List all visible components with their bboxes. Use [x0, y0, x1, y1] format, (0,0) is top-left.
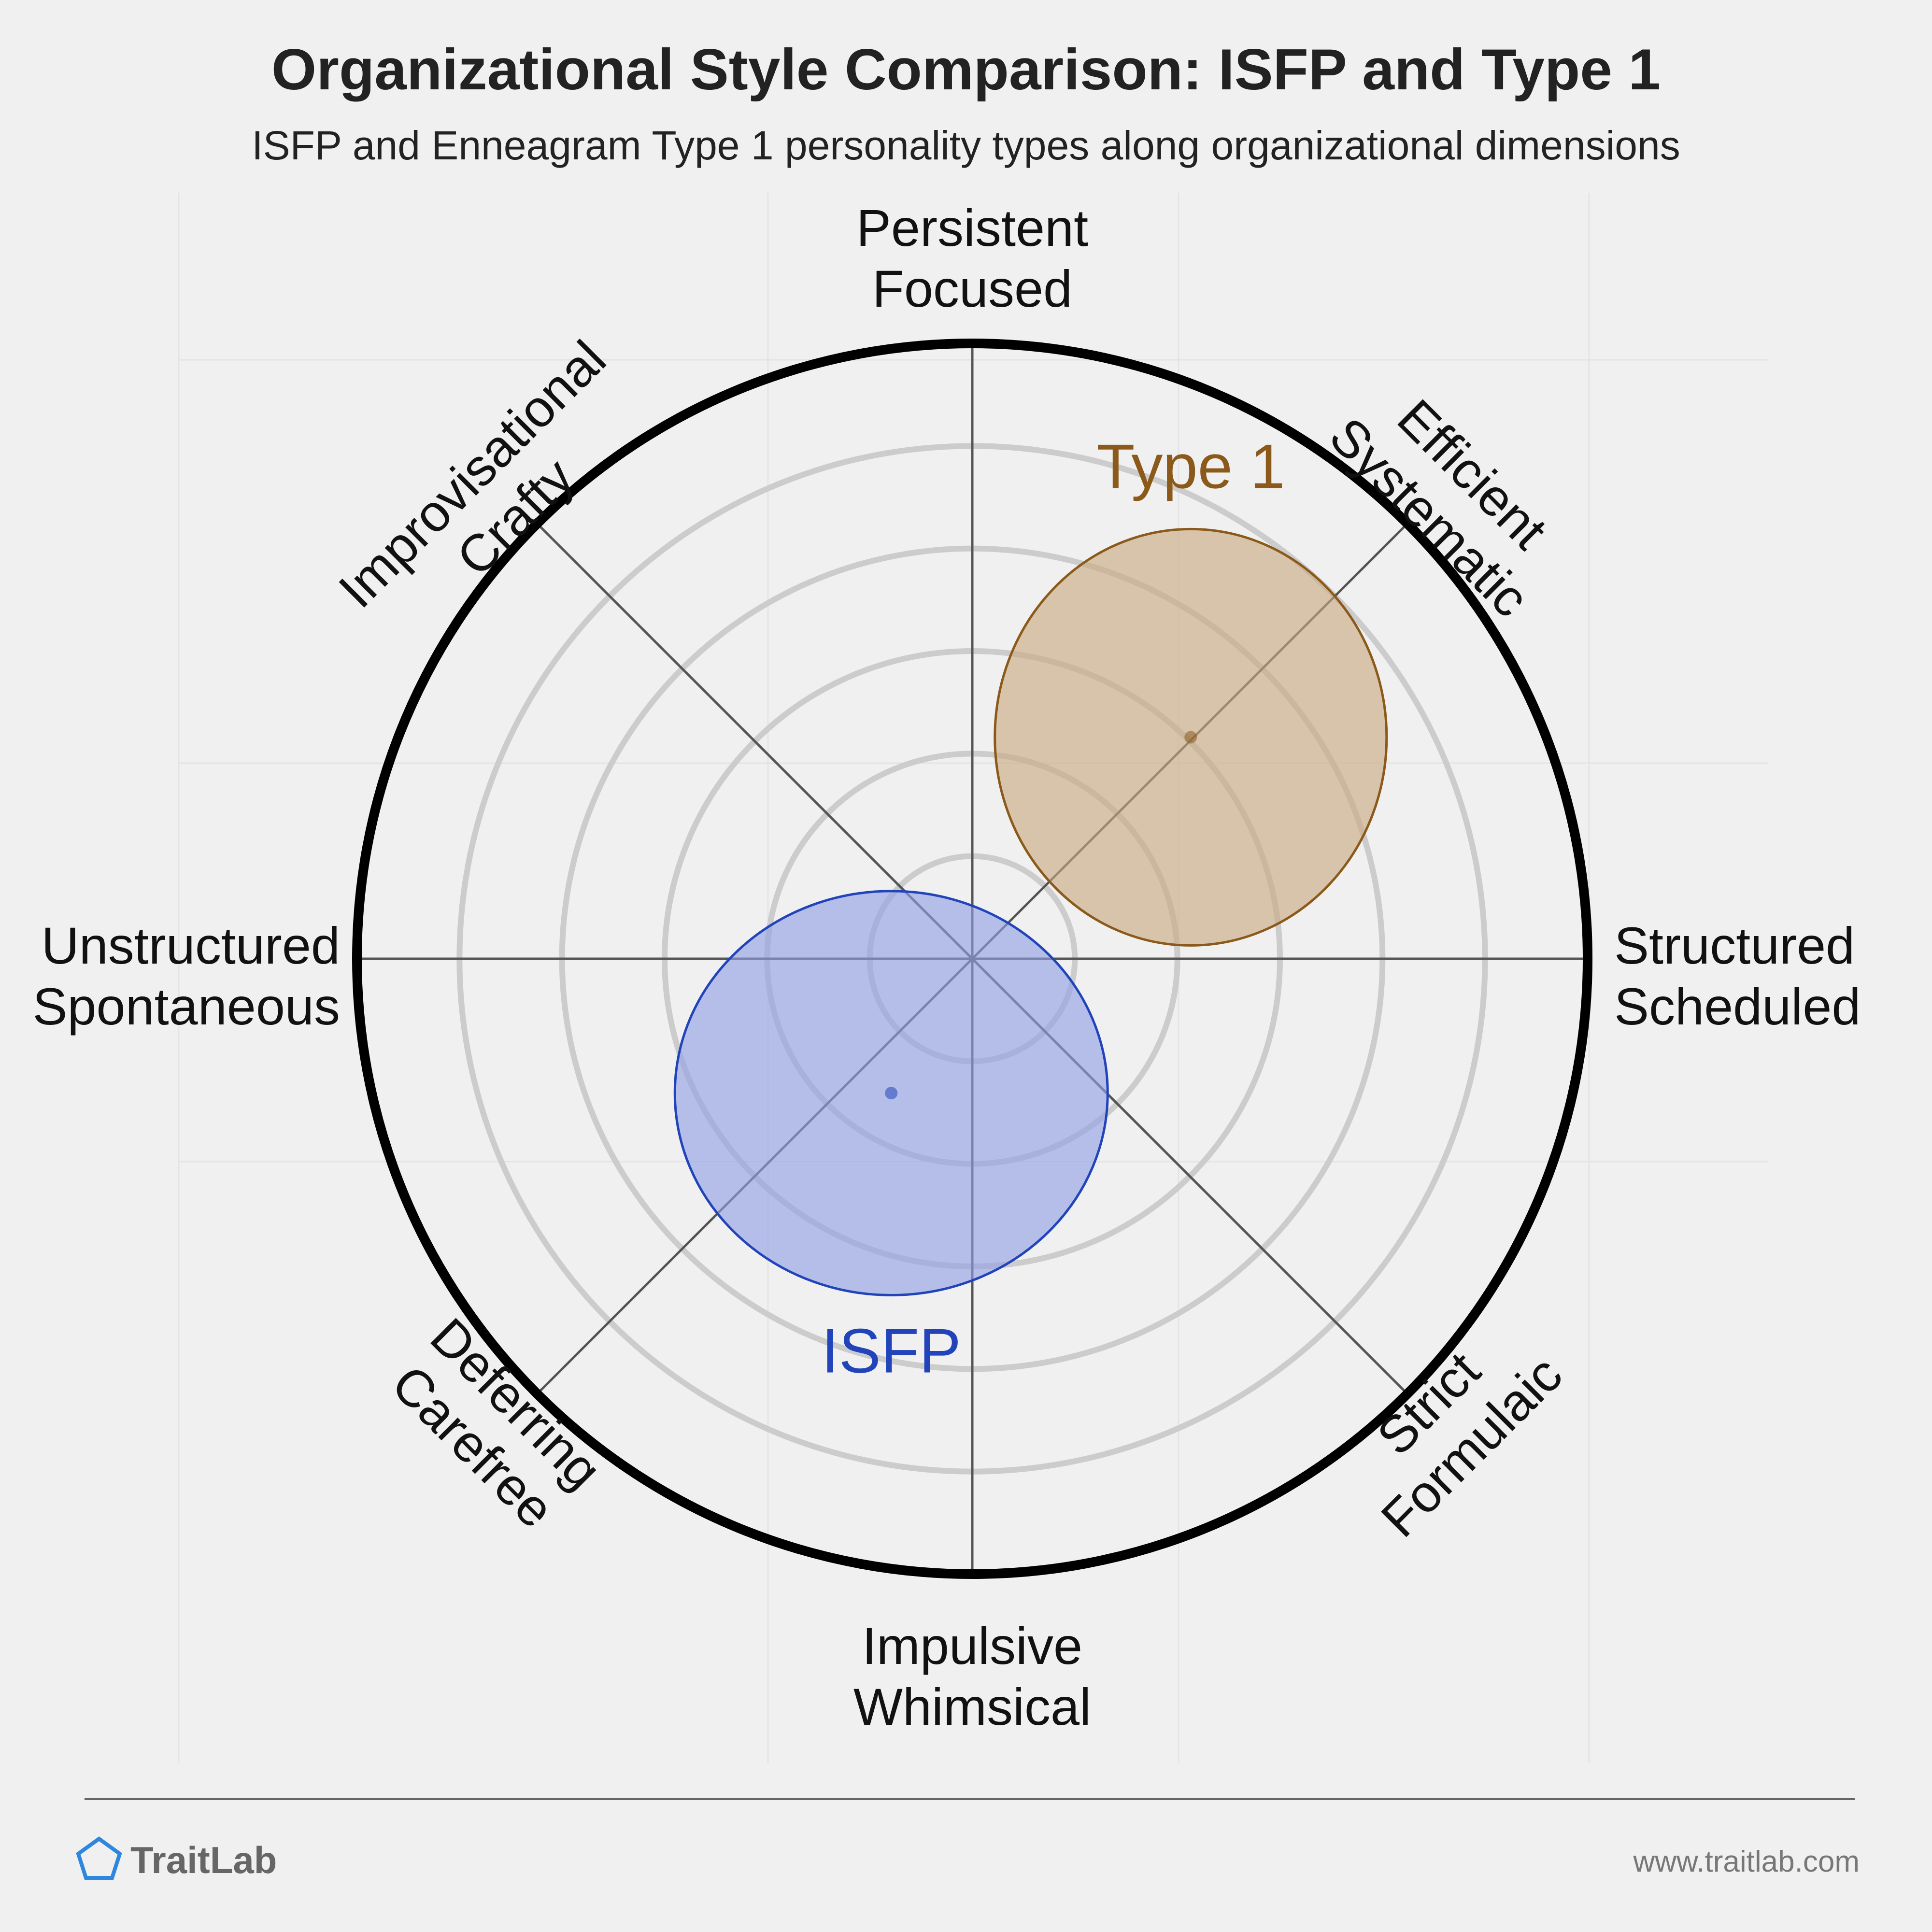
- series-isfp-center-point: [885, 1087, 898, 1100]
- series-isfp-label: ISFP: [822, 1315, 961, 1386]
- axis-label-s-line-2: Whimsical: [853, 1677, 1091, 1736]
- traitlab-logo[interactable]: TraitLab: [76, 1836, 277, 1881]
- pentagon-icon: [76, 1836, 122, 1880]
- axis-label-e: Structured Scheduled: [1614, 916, 1861, 1036]
- radar-outer-ring: [352, 339, 1592, 1579]
- website-link[interactable]: www.traitlab.com: [1633, 1845, 1860, 1878]
- brand-name: TraitLab: [130, 1839, 277, 1881]
- chart-title: Organizational Style Comparison: ISFP an…: [271, 37, 1661, 102]
- axis-label-n-line-2: Focused: [872, 259, 1072, 318]
- axis-label-n-line-1: Persistent: [856, 199, 1088, 257]
- series-type-1-center-point: [1184, 731, 1197, 744]
- axis-label-w-line-1: Unstructured: [42, 916, 340, 975]
- outer-ring-layer: [352, 339, 1592, 1579]
- axis-label-s-line-1: Impulsive: [862, 1617, 1082, 1675]
- axis-label-n: Persistent Focused: [856, 199, 1088, 318]
- series-type-1-label: Type 1: [1096, 431, 1285, 501]
- axis-label-e-line-2: Scheduled: [1614, 977, 1861, 1036]
- axis-label-e-line-1: Structured: [1614, 916, 1855, 975]
- axis-label-w: Unstructured Spontaneous: [32, 916, 340, 1036]
- chart-subtitle: ISFP and Enneagram Type 1 personality ty…: [252, 123, 1680, 168]
- axis-label-s: Impulsive Whimsical: [853, 1617, 1091, 1736]
- series-layer: Type 1 ISFP: [673, 431, 1388, 1386]
- axis-label-w-line-2: Spontaneous: [32, 977, 340, 1036]
